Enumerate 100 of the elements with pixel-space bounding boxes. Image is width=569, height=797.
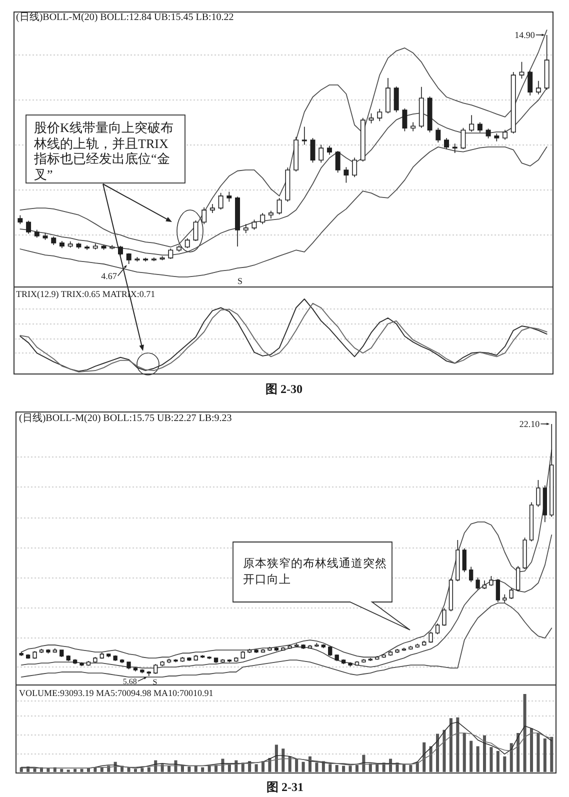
candlestick <box>118 245 123 256</box>
candlestick <box>302 126 307 146</box>
candlestick <box>344 166 349 184</box>
candlestick <box>66 655 70 662</box>
candlestick <box>42 232 48 240</box>
candlestick <box>260 648 266 654</box>
candlestick <box>435 623 440 635</box>
candlestick <box>268 646 272 652</box>
candlestick <box>26 220 32 234</box>
candlestick <box>395 648 400 654</box>
bar <box>315 762 318 772</box>
candlestick <box>240 650 245 659</box>
bar <box>100 767 104 772</box>
bar <box>134 768 137 772</box>
candlestick <box>214 657 218 664</box>
candlestick <box>285 167 290 202</box>
candlestick <box>252 219 257 230</box>
candlestick <box>422 640 426 646</box>
candlestick <box>448 578 454 612</box>
candlestick <box>134 256 140 262</box>
candlestick <box>436 128 441 143</box>
bar <box>262 761 265 772</box>
candlestick <box>362 658 366 664</box>
candlestick <box>19 652 24 656</box>
candlestick <box>469 566 474 582</box>
bar <box>254 764 258 772</box>
candlestick <box>184 238 190 249</box>
candlestick <box>226 191 232 202</box>
bar <box>228 764 231 772</box>
bar <box>543 738 546 772</box>
candlestick <box>235 196 240 247</box>
candlestick <box>368 112 374 124</box>
candlestick <box>348 662 352 667</box>
candlestick <box>496 578 500 602</box>
candlestick <box>220 658 225 664</box>
candlestick <box>550 424 554 518</box>
candlestick <box>143 257 148 262</box>
candlestick <box>34 229 40 238</box>
bar <box>147 767 150 772</box>
bar <box>140 768 144 772</box>
candlestick <box>92 243 98 250</box>
candlestick <box>388 650 393 656</box>
bar <box>483 735 486 772</box>
candlestick <box>39 648 44 654</box>
candlestick <box>110 244 115 250</box>
candlestick <box>120 658 124 664</box>
bar <box>208 766 211 772</box>
bar <box>470 740 473 772</box>
candlestick <box>227 659 232 663</box>
candlestick <box>72 658 78 665</box>
candlestick <box>194 654 198 662</box>
candlestick <box>218 192 224 210</box>
candlestick <box>415 643 420 648</box>
bar <box>496 750 500 772</box>
candlestick <box>174 658 178 663</box>
candlestick <box>276 198 282 215</box>
bar <box>80 768 84 772</box>
candlestick <box>375 656 380 660</box>
candlestick <box>166 658 172 664</box>
candlestick <box>46 648 50 654</box>
candlestick <box>341 659 346 665</box>
candlestick <box>321 644 326 648</box>
candlestick <box>482 580 487 590</box>
annotation: 原本狭窄的布林线通道突然开口向上 <box>243 556 388 588</box>
bar <box>174 760 178 772</box>
candlestick <box>334 654 339 662</box>
candlestick <box>274 646 279 652</box>
bar <box>295 758 298 772</box>
bar <box>510 743 513 772</box>
candlestick <box>386 78 390 114</box>
bar <box>168 766 171 772</box>
candlestick <box>476 577 480 590</box>
candlestick <box>427 96 432 133</box>
candlestick <box>60 649 64 658</box>
candlestick <box>160 256 165 261</box>
bar <box>288 756 292 772</box>
bar <box>462 733 466 772</box>
candlestick <box>260 212 266 225</box>
candlestick <box>113 655 118 662</box>
candlestick <box>268 210 274 219</box>
candlestick <box>133 666 138 672</box>
bar <box>368 763 372 772</box>
candlestick <box>76 242 82 250</box>
candlestick <box>352 157 358 178</box>
candlestick <box>460 128 466 150</box>
bar <box>550 736 554 772</box>
candlestick <box>288 644 292 650</box>
bar <box>362 754 366 772</box>
candlestick <box>428 631 433 644</box>
candlestick <box>444 138 449 150</box>
candlestick <box>51 236 56 246</box>
bar <box>429 746 432 772</box>
candlestick <box>489 576 494 586</box>
bar <box>442 730 446 772</box>
bar <box>503 756 506 772</box>
bar <box>523 694 526 772</box>
candlestick <box>452 143 458 154</box>
bar <box>422 742 426 772</box>
candlestick <box>146 670 151 676</box>
chart-title: VOLUME:93093.19 MA5:70094.98 MA10:70010.91 <box>19 688 214 698</box>
